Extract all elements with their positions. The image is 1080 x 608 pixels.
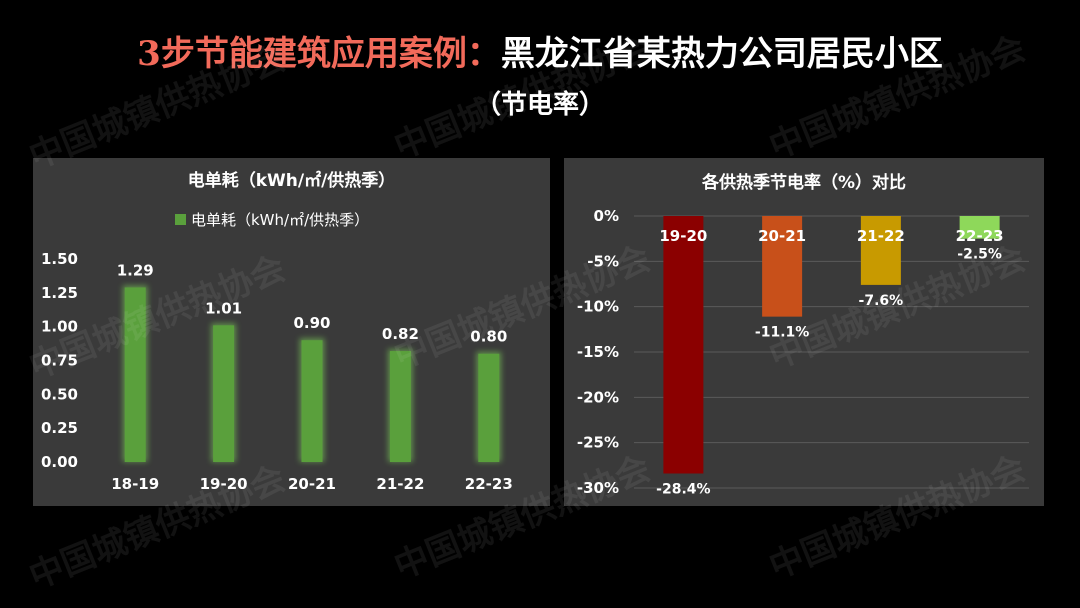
chart-title: 各供热季节电率（%）对比: [701, 172, 906, 193]
electricity-consumption-chart: 电单耗（kWh/㎡/供热季） 电单耗（kWh/㎡/供热季） 0.00 0.25 0.50…: [41, 170, 513, 493]
bar: [663, 216, 704, 474]
legend-label: 电单耗（kWh/㎡/供热季）: [191, 211, 369, 229]
bar-value-label: 0.82: [382, 325, 419, 343]
bar: [213, 325, 235, 462]
y-tick-label: -30%: [577, 479, 619, 497]
bar-value-label: 0.90: [293, 314, 330, 332]
y-tick-label: -5%: [587, 252, 619, 270]
y-tick-label: 0.50: [41, 385, 78, 403]
bar: [478, 353, 500, 462]
page-title-highlight: 3步节能建筑应用案例：: [137, 34, 501, 74]
y-tick-label: 1.25: [41, 284, 78, 302]
chart-title: 电单耗（kWh/㎡/供热季）: [188, 170, 396, 191]
x-tick-label: 21-22: [857, 227, 905, 245]
bar: [389, 351, 411, 462]
y-tick-label: -20%: [577, 388, 619, 406]
bar: [959, 216, 1000, 239]
x-tick-label: 20-21: [288, 475, 336, 493]
x-tick-label: 22-23: [956, 227, 1004, 245]
y-tick-label: 0.00: [41, 453, 78, 471]
x-tick-label: 22-23: [465, 475, 513, 493]
saving-rate-chart: 各供热季节电率（%）对比 0% -5% -10% -15% -20% -25% -30% 19-…: [577, 172, 1029, 497]
y-tick-label: -15%: [577, 343, 619, 361]
x-tick-label: 20-21: [758, 227, 806, 245]
x-tick-label: 19-20: [200, 475, 248, 493]
bar: [301, 340, 323, 462]
y-tick-label: 1.00: [41, 318, 78, 336]
bar-value-label: -7.6%: [859, 293, 904, 309]
y-tick-label: 0.25: [41, 419, 78, 437]
bar-value-label: 1.29: [117, 261, 154, 279]
y-tick-label: 0%: [594, 207, 619, 225]
x-tick-label: 18-19: [111, 475, 159, 493]
bar: [124, 287, 146, 462]
bar-value-label: -2.5%: [957, 247, 1002, 263]
y-tick-label: 1.50: [41, 250, 78, 268]
bar: [762, 216, 803, 317]
bar-value-label: 0.80: [470, 328, 507, 346]
page-subtitle: （节电率）: [474, 90, 605, 120]
saving-rate-chart-panel: 各供热季节电率（%）对比 0% -5% -10% -15% -20% -25% -30% 19-…: [564, 158, 1044, 506]
bar: [860, 216, 901, 285]
bar-value-label: 1.01: [205, 299, 242, 317]
bar-value-label: -28.4%: [656, 481, 710, 497]
y-tick-label: 0.75: [41, 352, 78, 370]
electricity-consumption-chart-panel: 电单耗（kWh/㎡/供热季） 电单耗（kWh/㎡/供热季） 0.00 0.25 0.50…: [33, 158, 550, 506]
bar-value-label: -11.1%: [755, 325, 809, 341]
page-title-rest: 黑龙江省某热力公司居民小区: [500, 34, 943, 74]
page-title: 3步节能建筑应用案例：黑龙江省某热力公司居民小区: [0, 26, 1080, 75]
x-tick-label: 19-20: [659, 227, 707, 245]
y-tick-label: -10%: [577, 298, 619, 316]
y-tick-label: -25%: [577, 434, 619, 452]
x-tick-label: 21-22: [376, 475, 424, 493]
legend-swatch: [175, 214, 186, 225]
